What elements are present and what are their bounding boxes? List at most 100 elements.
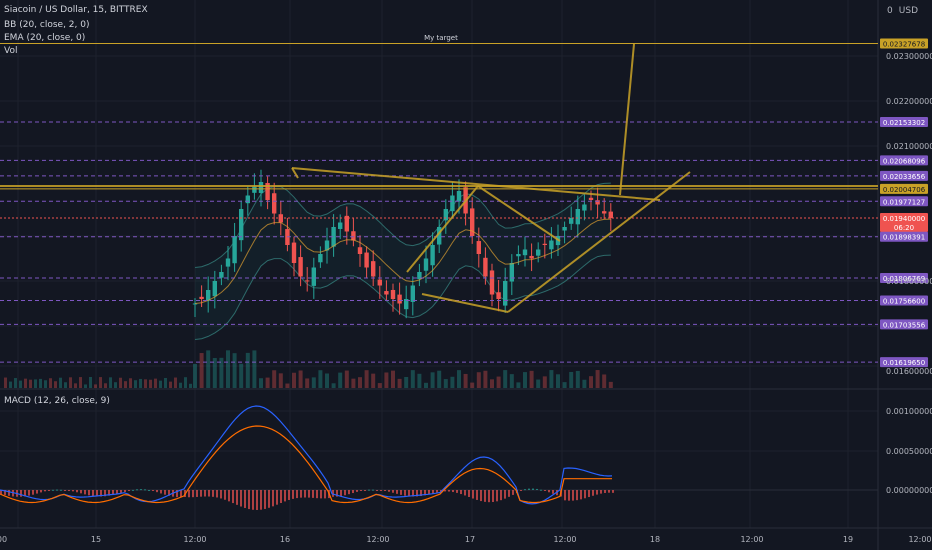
candle-body <box>496 292 501 299</box>
volume-bar <box>338 372 343 388</box>
macd-hist-bar <box>580 490 582 500</box>
volume-bar <box>364 370 369 388</box>
volume-bar <box>443 379 448 388</box>
bb-lower <box>194 254 611 340</box>
price-label: 0.02153302 <box>883 119 925 127</box>
macd-hist-bar <box>372 489 374 491</box>
trendline <box>291 167 299 179</box>
volume-bar <box>99 377 102 388</box>
macd-hist-bar <box>392 490 394 493</box>
macd-hist-bar <box>304 490 306 498</box>
macd-hist-bar <box>476 490 478 500</box>
bb-fill-area <box>195 183 611 340</box>
price-label-bg <box>880 319 928 330</box>
macd-hist-bar <box>608 490 610 493</box>
macd-hist-bar <box>232 490 234 504</box>
macd-hist-bar <box>64 490 66 491</box>
volume-bar <box>54 381 57 388</box>
macd-hist-bar <box>260 490 262 510</box>
price-label: 0.01898391 <box>883 234 925 242</box>
macd-hist-bar <box>408 490 410 497</box>
volume-bar <box>119 377 122 388</box>
candle-body <box>318 254 323 263</box>
volume-bar <box>226 350 230 388</box>
volume-bar <box>64 382 67 388</box>
macd-hist-bar <box>588 490 590 498</box>
volume-bar <box>144 379 147 388</box>
candle-body <box>509 263 514 282</box>
volume-bar <box>164 377 167 388</box>
bb-indicator-label[interactable]: BB (20, close, 2, 0) <box>4 20 90 30</box>
macd-hist-bar <box>160 490 162 494</box>
candle-body <box>549 240 554 250</box>
candle-body <box>206 290 211 301</box>
macd-hist-bar <box>452 490 454 493</box>
volume-bar <box>470 382 475 388</box>
price-label-bg <box>880 213 928 232</box>
candle-body <box>219 272 224 278</box>
macd-hist-bar <box>380 490 382 491</box>
candle-body <box>258 182 264 193</box>
volume-bar <box>189 383 192 388</box>
price-label: 0.01703556 <box>883 321 926 329</box>
volume-bar <box>129 378 132 388</box>
price-label-bg <box>880 231 928 242</box>
volume-bar <box>351 378 356 388</box>
time-tick: 12:00 <box>553 535 576 544</box>
candle-body <box>331 227 336 247</box>
price-label-bg <box>880 183 928 194</box>
candle-body <box>536 249 541 256</box>
macd-hist-bar <box>288 490 290 501</box>
price-label-bg <box>880 357 928 368</box>
volume-bar <box>490 379 494 388</box>
volume-bar <box>536 379 541 388</box>
time-axis: 00 15 12:00 16 12:00 17 12:00 18 12:00 19 12:00 <box>0 535 932 544</box>
macd-hist-bar <box>400 490 402 495</box>
candle-body <box>272 193 277 214</box>
macd-hist-bar <box>368 489 370 491</box>
macd-hist-bar <box>540 489 542 491</box>
volume-bar <box>9 381 12 388</box>
macd-hist-bar <box>136 489 138 491</box>
macd-hist-bar <box>88 490 90 496</box>
volume-bar <box>483 370 488 388</box>
price-label: 0.02327678 <box>883 41 925 49</box>
candle-body <box>291 242 297 263</box>
macd-hist-bar <box>524 489 526 491</box>
macd-hist-bar <box>72 490 74 492</box>
price-tick: 0.01600000 <box>886 367 932 376</box>
trendline <box>619 43 635 196</box>
macd-hist-bar <box>552 490 554 494</box>
macd-hist-bar <box>468 490 470 497</box>
macd-hist-bar <box>252 490 254 510</box>
macd-tick: 0.00050000 <box>886 447 932 456</box>
volume-bar <box>318 370 323 388</box>
macd-hist-bar <box>268 490 270 508</box>
volume-bar <box>124 381 127 388</box>
volume-bar <box>232 353 237 388</box>
candle-body <box>437 227 442 245</box>
candle-body <box>199 296 204 299</box>
macd-hist-bar <box>84 490 86 495</box>
macd-hist-bar <box>592 490 594 496</box>
candle-body <box>212 281 217 297</box>
volume-bar <box>44 380 47 388</box>
volume-bar <box>74 383 77 388</box>
time-tick: 00 <box>0 535 7 544</box>
macd-label[interactable]: MACD (12, 26, close, 9) <box>4 396 110 406</box>
candle-body <box>602 211 607 214</box>
volume-bar <box>252 350 257 388</box>
macd-hist-bar <box>488 490 490 503</box>
volume-label[interactable]: Vol <box>4 46 18 56</box>
volume-bar <box>272 370 277 388</box>
macd-hist-bar <box>236 490 238 505</box>
ema-line <box>194 218 611 304</box>
macd-hist-bar <box>132 489 134 491</box>
ema-indicator-label[interactable]: EMA (20, close, 0) <box>4 33 86 43</box>
macd-hist-bar <box>300 490 302 498</box>
macd-hist-bar <box>20 490 22 497</box>
macd-hist-bar <box>512 490 514 495</box>
macd-hist-bar <box>92 490 94 497</box>
macd-hist-bar <box>312 490 314 498</box>
